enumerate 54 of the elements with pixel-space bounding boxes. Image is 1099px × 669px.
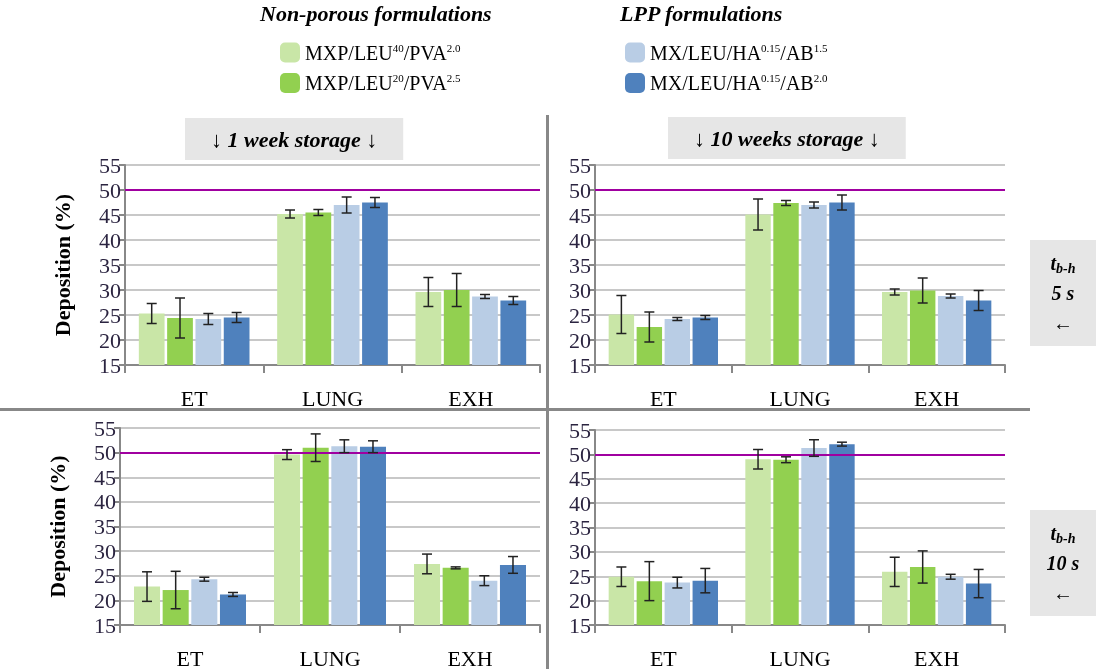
x-tick-label: EXH <box>914 645 960 669</box>
chart-title: ↓ 10 weeks storage ↓ <box>694 125 880 151</box>
x-tick-label: ET <box>649 645 678 669</box>
y-tick-label: 55 <box>99 152 121 178</box>
y-tick-label: 25 <box>569 302 591 328</box>
x-tick-label: LUNG <box>769 645 831 669</box>
y-tick-label: 35 <box>569 252 591 278</box>
chart-title: ↓ 1 week storage ↓ <box>211 126 378 152</box>
y-tick-label: 15 <box>99 352 121 378</box>
y-tick-label: 20 <box>99 327 121 353</box>
y-tick-label: 15 <box>94 612 116 638</box>
y-tick-label: 45 <box>569 466 591 492</box>
y-tick-label: 45 <box>569 202 591 228</box>
y-tick-label: 35 <box>569 515 591 540</box>
y-tick-label: 20 <box>569 327 591 353</box>
y-tick-label: 50 <box>94 440 116 466</box>
y-tick-label: 40 <box>569 490 591 516</box>
y-tick-label: 15 <box>569 352 591 378</box>
y-tick-label: 55 <box>569 152 591 178</box>
y-axis-title: Deposition (%) <box>44 455 70 598</box>
y-tick-label: 50 <box>569 177 591 203</box>
y-tick-label: 50 <box>99 177 121 203</box>
y-tick-label: 25 <box>99 302 121 328</box>
y-tick-label: 40 <box>94 489 116 515</box>
y-tick-label: 20 <box>569 588 591 614</box>
y-tick-label: 30 <box>99 277 121 303</box>
y-tick-label: 30 <box>94 538 116 564</box>
y-tick-label: 50 <box>569 441 591 467</box>
x-tick-label: LUNG <box>301 385 364 411</box>
x-tick-label: EXH <box>448 385 494 411</box>
y-tick-label: 20 <box>94 587 116 613</box>
x-tick-label: ET <box>649 385 678 411</box>
x-tick-label: EXH <box>447 645 493 669</box>
text: LPP formulations <box>619 0 783 26</box>
y-tick-label: 15 <box>569 612 591 638</box>
y-tick-label: 25 <box>569 563 591 589</box>
x-tick-label: LUNG <box>299 645 361 669</box>
y-tick-label: 40 <box>99 227 121 253</box>
y-tick-label: 55 <box>94 415 116 441</box>
x-tick-label: EXH <box>914 385 960 411</box>
y-tick-label: 45 <box>99 202 121 228</box>
y-tick-label: 55 <box>569 417 591 443</box>
y-tick-label: 30 <box>569 277 591 303</box>
y-tick-label: 35 <box>99 252 121 278</box>
y-tick-label: 40 <box>569 227 591 253</box>
y-tick-label: 35 <box>94 514 116 539</box>
y-tick-label: 25 <box>94 563 116 589</box>
y-tick-label: 45 <box>94 464 116 490</box>
text: Non-porous formulations <box>259 0 492 26</box>
x-tick-label: ET <box>180 385 209 411</box>
x-tick-label: ET <box>176 645 204 669</box>
y-tick-label: 30 <box>569 539 591 565</box>
x-tick-label: LUNG <box>769 385 831 411</box>
y-axis-title: Deposition (%) <box>49 193 75 337</box>
